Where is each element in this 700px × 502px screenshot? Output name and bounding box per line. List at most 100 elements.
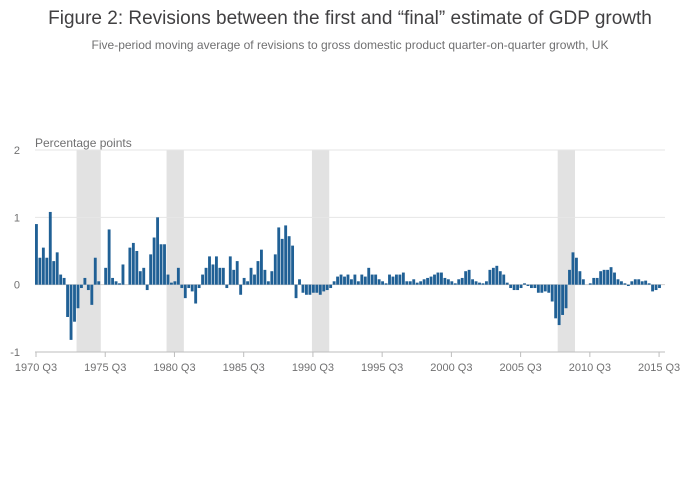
bar (235, 261, 239, 285)
bar (474, 281, 478, 285)
bar (498, 271, 502, 285)
bar (142, 267, 146, 285)
bar (332, 281, 336, 285)
bar (536, 284, 540, 293)
x-tick-label: 2015 Q3 (638, 362, 680, 374)
bar (467, 269, 471, 285)
bar (253, 274, 256, 285)
bar (73, 284, 76, 322)
bar (481, 283, 485, 285)
bar (350, 279, 353, 285)
bar (550, 284, 554, 302)
bar (575, 257, 578, 285)
bar (145, 284, 149, 291)
bar (530, 284, 533, 289)
bar (613, 272, 616, 285)
bar (578, 271, 582, 285)
bar (426, 277, 430, 285)
bar (152, 237, 156, 285)
chart-subtitle: Five-period moving average of revisions … (91, 38, 609, 52)
bar (69, 284, 73, 340)
recession-shading (76, 150, 575, 352)
bar (405, 281, 409, 285)
bar (52, 261, 56, 285)
bar (45, 257, 49, 285)
bar (488, 269, 492, 285)
bar (363, 276, 367, 285)
bar (401, 272, 405, 285)
bar (242, 277, 246, 285)
bar (159, 244, 163, 285)
bar (204, 267, 208, 285)
bar (322, 284, 326, 292)
bar (564, 284, 568, 309)
bar (128, 247, 132, 285)
x-tick-label: 2000 Q3 (430, 362, 472, 374)
bar (260, 249, 263, 285)
bar (626, 284, 630, 287)
bar (633, 279, 637, 285)
bar (104, 267, 108, 285)
bar (571, 252, 575, 285)
bar (443, 277, 447, 285)
bar (336, 276, 340, 285)
bar (291, 245, 295, 285)
recession-band-1 (76, 150, 101, 352)
bar (516, 284, 520, 291)
bar (170, 282, 173, 285)
bar (298, 279, 301, 285)
bar (616, 279, 620, 285)
bar (232, 269, 236, 285)
bar (263, 269, 267, 285)
bar (107, 229, 111, 285)
bar (526, 284, 530, 287)
bar (183, 284, 187, 299)
bar (446, 279, 450, 285)
x-tick-label: 1980 Q3 (153, 362, 195, 374)
bar (208, 256, 211, 285)
bar (163, 244, 166, 285)
bar (512, 284, 516, 291)
bar (408, 281, 412, 285)
x-tick-label: 1990 Q3 (292, 362, 334, 374)
bar (509, 284, 513, 289)
y-axis-label: Percentage points (35, 136, 132, 150)
bar (543, 284, 547, 292)
bar (273, 254, 277, 285)
bar (429, 276, 433, 285)
bar (346, 274, 350, 285)
bar (436, 272, 440, 285)
bar (166, 274, 170, 285)
bar (422, 279, 426, 285)
bar (111, 277, 115, 285)
bar (114, 281, 118, 285)
bar (86, 284, 90, 291)
bar (453, 283, 457, 285)
bar (398, 274, 402, 285)
bar (325, 284, 329, 291)
bar (138, 271, 142, 285)
bar (640, 281, 644, 285)
bar (329, 284, 333, 289)
bar (651, 284, 655, 292)
bar (471, 279, 475, 285)
bar (505, 282, 509, 285)
bar (48, 211, 52, 285)
bar (201, 274, 205, 285)
bar (197, 284, 201, 289)
bar (523, 283, 526, 285)
bar (35, 224, 38, 285)
bar (606, 269, 610, 285)
bar (450, 281, 454, 285)
bar (249, 267, 253, 285)
bar (93, 257, 97, 285)
bar (194, 284, 198, 304)
bar (384, 283, 388, 285)
bar (97, 281, 101, 285)
bar (630, 281, 634, 285)
bar (654, 284, 658, 291)
bar (55, 252, 59, 285)
bar (225, 284, 229, 289)
bar (315, 284, 319, 293)
bar (311, 284, 315, 293)
